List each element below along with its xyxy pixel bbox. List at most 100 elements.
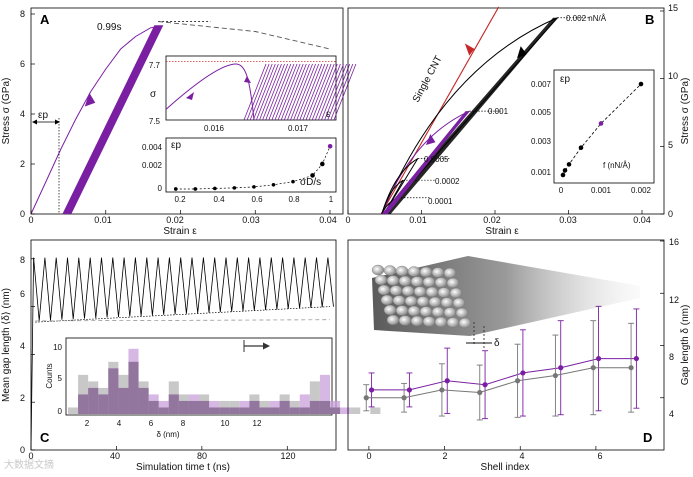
a-inset-top-cycle-line	[330, 63, 354, 121]
cnt-cap	[443, 267, 457, 279]
cnt-cap	[395, 305, 409, 316]
panel-a-letter: A	[40, 12, 50, 27]
panel-d-data	[363, 240, 664, 450]
c-hist-bar-overlap	[299, 407, 310, 414]
a-inset-top-data	[165, 60, 357, 121]
cnt-cap	[428, 296, 442, 308]
a-inset-top-cycle-line	[318, 63, 341, 121]
cnt-cap	[443, 307, 457, 318]
a-inset-top-cycle-line	[293, 63, 316, 121]
a-inset-top-cycle-line	[256, 63, 279, 121]
c-ytick: 2	[20, 393, 25, 403]
cnt-cap	[410, 315, 424, 327]
a-inset-bottom-xtick: 1	[329, 195, 334, 204]
c-xtick: 40	[110, 451, 120, 461]
c-gray-dashed	[35, 319, 331, 322]
cnt-cap	[407, 305, 421, 317]
a-xlabel: Strain ε	[163, 226, 197, 237]
d-point	[558, 365, 564, 371]
d-ytick: 8	[669, 352, 674, 362]
b-cyclic-band-purple	[381, 111, 470, 214]
c-ytick: 8	[20, 255, 25, 265]
d-series-line	[366, 367, 632, 399]
panel-a: A εp 0.99s 0 0.01 0.02 0.03 0.04 0 2 4 6…	[1, 7, 357, 237]
a-inset-top-cycle-line	[305, 63, 329, 121]
b-inset-xlabel: f (nN/Å)	[603, 161, 631, 170]
c-hist-bar-overlap	[219, 407, 230, 414]
panel-a-frame	[30, 7, 344, 215]
d-point	[514, 378, 521, 384]
cnt-cap	[377, 284, 391, 296]
loop-label-00001: 0.0001	[428, 197, 453, 206]
cnt-cap	[425, 286, 439, 298]
b-ytick: 5	[668, 140, 673, 150]
cnt-cap	[446, 317, 460, 328]
d-series-line	[371, 358, 637, 391]
cnt-cap	[398, 275, 412, 287]
eps-p-arrow-right	[55, 119, 60, 125]
a-inset-bottom-ylabel: εp	[171, 140, 181, 151]
loop-label-00005: 0.0005	[424, 155, 449, 164]
b-inset-xtick: 0.002	[631, 186, 652, 195]
a-ylabel: Stress σ (GPa)	[1, 78, 12, 145]
c-hist-bar-overlap	[168, 394, 179, 414]
a-loading-arrow	[84, 92, 96, 107]
a-ytick: 6	[20, 59, 25, 69]
a-inset-bottom-point	[173, 187, 178, 191]
c-inset-xtick: 8	[181, 419, 186, 428]
b-inset-data	[560, 81, 644, 178]
single-cnt-label: Single CNT	[411, 54, 445, 104]
cnt-bundle-illustration: δ	[371, 256, 640, 349]
cnt-cap	[392, 295, 406, 306]
a-inset-bottom-xtick: 0.4	[213, 195, 225, 204]
c-hist-bar-overlap	[249, 400, 260, 414]
loop-label-00002: 0.0002	[435, 177, 460, 186]
b-xtick: 0	[345, 215, 350, 225]
a-ytick: 4	[20, 109, 25, 119]
b-inset-point	[638, 81, 644, 87]
c-hist-bar-overlap	[229, 407, 240, 414]
b-inset-xtick: 0	[559, 186, 564, 195]
d-point	[590, 365, 596, 371]
b-ytick: 10	[668, 71, 678, 81]
b-ytick: 15	[668, 3, 678, 13]
c-hist-bar-overlap	[88, 387, 99, 414]
b-loop-load	[381, 110, 470, 215]
a-inset-top-cycle-line	[243, 63, 267, 121]
c-hist-bar-gray	[309, 381, 320, 414]
c-hist-bar-overlap	[309, 400, 320, 414]
c-hist-bar-overlap	[209, 407, 220, 414]
a-dashed-continuation	[158, 21, 331, 50]
a-inset-top-cycle-line	[287, 63, 310, 121]
a-inset-bottom-point	[291, 179, 295, 184]
a-ytick: 8	[20, 9, 25, 19]
c-inset-xtick: 12	[253, 419, 262, 428]
c-ylabel: Mean gap length ⟨δ⟩ (nm)	[1, 288, 12, 402]
cnt-cap	[371, 264, 385, 276]
c-hist-bar-overlap	[128, 361, 139, 414]
a-inset-top-cycle-line	[302, 63, 326, 121]
c-hist-bar-gray	[350, 407, 361, 414]
a-inset-bottom-xtick: 0.6	[251, 195, 263, 204]
cnt-cap	[431, 306, 445, 318]
cnt-cap	[386, 275, 400, 286]
c-hist-bar-overlap	[289, 407, 300, 414]
c-xtick: 120	[280, 451, 295, 461]
c-shift-arrowhead	[263, 342, 270, 350]
c-inset-ytick: 10	[53, 343, 62, 352]
a-xtick: 0	[28, 215, 33, 225]
b-inset-point	[598, 121, 604, 126]
c-ytick: 4	[20, 341, 25, 351]
b-single-arrow	[464, 43, 475, 56]
panel-d-frame	[347, 239, 665, 451]
c-hist-bar-overlap	[330, 407, 341, 414]
panel-c-data	[30, 257, 334, 451]
b-inset-xtick: 0.001	[591, 186, 612, 195]
d-xtick: 4	[519, 451, 524, 461]
peak-label: 0.99s	[97, 22, 121, 33]
a-inset-top-cycle-line	[265, 63, 289, 121]
cnt-cap	[431, 267, 445, 278]
b-xtick: 0.04	[633, 215, 651, 225]
cnt-cap	[434, 277, 448, 288]
